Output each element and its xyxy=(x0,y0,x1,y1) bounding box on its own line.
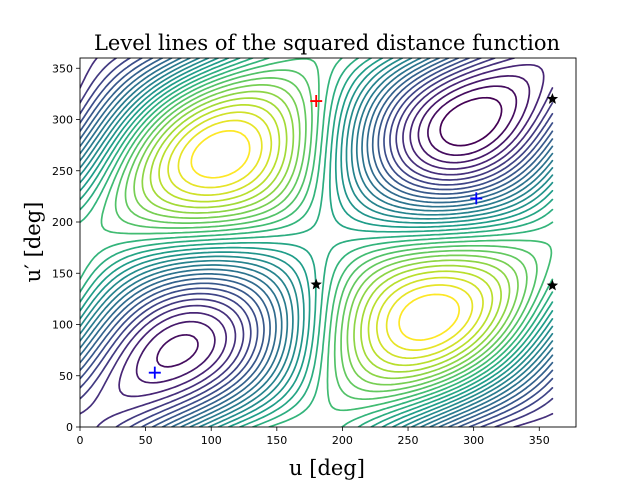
contour-level-line xyxy=(156,85,518,368)
y-axis-label: u′ [deg] xyxy=(21,202,45,283)
contour-level-line xyxy=(80,58,554,427)
contour-level-line xyxy=(80,58,554,427)
y-tick-label: 350 xyxy=(52,62,73,75)
contour-level-line xyxy=(124,77,528,393)
x-axis-label: u [deg] xyxy=(289,456,365,480)
star-marker xyxy=(310,278,322,290)
contour-level-line xyxy=(80,58,554,427)
star-marker xyxy=(546,93,559,104)
contour-level-line xyxy=(80,58,554,427)
contour-level-line xyxy=(80,58,554,427)
contour-level-line xyxy=(158,104,494,367)
contour-level-line xyxy=(80,58,554,427)
x-tick-label: 200 xyxy=(332,434,353,447)
contour-level-line xyxy=(80,58,554,427)
contour-level-line xyxy=(100,58,553,412)
contour-level-line xyxy=(80,58,554,427)
contour-level-line xyxy=(80,58,554,427)
y-tick-label: 100 xyxy=(52,319,73,332)
contour-level-line xyxy=(118,63,545,398)
plus-marker xyxy=(470,192,483,205)
y-tick-label: 200 xyxy=(52,216,73,229)
contour-level-line xyxy=(190,129,461,341)
contour-level-line xyxy=(80,58,554,427)
markers xyxy=(148,93,559,379)
contour-level-line xyxy=(439,96,503,147)
plot-frame xyxy=(79,57,577,428)
contour-lines xyxy=(80,58,554,427)
contour-level-line xyxy=(80,58,554,427)
contour-level-line xyxy=(114,69,538,401)
contour-level-line xyxy=(149,97,502,373)
contour-level-line xyxy=(80,58,554,427)
star-marker xyxy=(546,279,559,291)
x-tick-label: 250 xyxy=(398,434,419,447)
y-tick-label: 150 xyxy=(52,267,73,280)
y-tick-label: 250 xyxy=(52,165,73,178)
y-tick-label: 50 xyxy=(59,370,73,383)
x-axis-ticks: 0 50 100 150 200 250 300 350 xyxy=(77,427,550,447)
chart-title: Level lines of the squared distance func… xyxy=(94,31,560,55)
contour-level-line xyxy=(80,58,554,427)
x-tick-label: 300 xyxy=(463,434,484,447)
contour-level-line xyxy=(177,119,474,351)
x-tick-label: 350 xyxy=(529,434,550,447)
contour-level-line xyxy=(167,111,484,360)
contour-level-line xyxy=(133,84,519,386)
x-tick-label: 150 xyxy=(266,434,287,447)
x-tick-label: 0 xyxy=(77,434,84,447)
y-axis-ticks: 0 50 100 150 200 250 300 350 xyxy=(52,62,80,434)
y-tick-label: 0 xyxy=(66,421,73,434)
contour-level-line xyxy=(80,58,554,427)
x-tick-label: 100 xyxy=(201,434,222,447)
plus-marker xyxy=(148,366,161,379)
plus-marker xyxy=(310,95,323,108)
y-tick-label: 300 xyxy=(52,114,73,127)
contour-level-line xyxy=(135,75,531,384)
x-tick-label: 50 xyxy=(139,434,153,447)
contour-level-line xyxy=(80,58,554,427)
contour-level-line xyxy=(141,90,511,380)
contour-level-line xyxy=(80,58,554,427)
